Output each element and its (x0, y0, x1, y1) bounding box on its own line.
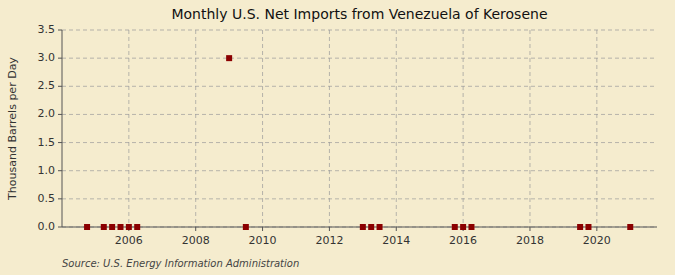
point (117, 224, 123, 230)
tick-mark (262, 227, 263, 231)
tick-label: 2018 (516, 234, 544, 247)
grid-line (62, 58, 657, 59)
point (377, 224, 383, 230)
point (84, 224, 90, 230)
tick-label: 0.0 (38, 220, 56, 233)
point (126, 224, 132, 230)
point (226, 55, 232, 61)
grid-line (128, 30, 129, 227)
point (101, 224, 107, 230)
x-axis-line (62, 227, 657, 228)
tick-label: 2.5 (38, 79, 56, 92)
grid-line (463, 30, 464, 227)
tick-label: 2.0 (38, 107, 56, 120)
point (460, 224, 466, 230)
tick-label: 1.5 (38, 136, 56, 149)
grid-line (62, 198, 657, 199)
grid-line (262, 30, 263, 227)
tick-label: 2012 (315, 234, 343, 247)
chart-container: 0.0 0.5 1.0 1.5 2.0 2.5 3.0 3.5 2006 2008 2010 2012… (0, 0, 675, 275)
grid-line (62, 142, 657, 143)
grid (62, 30, 657, 227)
y-axis-label: Thousand Barrels per Day (6, 57, 19, 201)
point (109, 224, 115, 230)
grid-line (62, 114, 657, 115)
source: Source: U.S. Energy Information Administ… (62, 258, 299, 269)
grid-line (596, 30, 597, 227)
tick-mark (596, 227, 597, 231)
grid-line (62, 227, 657, 228)
grid-line (62, 86, 657, 87)
point (468, 224, 474, 230)
background (0, 0, 675, 275)
point (243, 224, 249, 230)
title: Monthly U.S. Net Imports from Venezuela … (171, 6, 547, 22)
grid-line (329, 30, 330, 227)
tick-mark (58, 30, 62, 31)
tick-label: 2006 (115, 234, 143, 247)
tick-mark (396, 227, 397, 231)
tick-mark (58, 170, 62, 171)
tick-label: 1.0 (38, 164, 56, 177)
point (585, 224, 591, 230)
point (452, 224, 458, 230)
tick-mark (58, 142, 62, 143)
tick-label: 2010 (249, 234, 277, 247)
tick-mark (58, 227, 62, 228)
grid-line (195, 30, 196, 227)
tick-label: 2008 (182, 234, 210, 247)
tick-label: 2014 (382, 234, 410, 247)
y-axis-line (62, 30, 63, 227)
points (84, 55, 633, 230)
grid-line (396, 30, 397, 227)
point (627, 224, 633, 230)
tick-mark (58, 198, 62, 199)
grid-line (62, 170, 657, 171)
tick-label: 3.5 (38, 23, 56, 36)
tick-mark (329, 227, 330, 231)
grid-line (62, 30, 657, 31)
point (368, 224, 374, 230)
tick-label: 3.0 (38, 51, 56, 64)
tick-mark (529, 227, 530, 231)
tick-mark (195, 227, 196, 231)
grid-line (529, 30, 530, 227)
tick-label: 0.5 (38, 192, 56, 205)
axes: 0.0 0.5 1.0 1.5 2.0 2.5 3.0 3.5 2006 2008 2010 2012… (38, 23, 658, 247)
point (577, 224, 583, 230)
tick-mark (58, 86, 62, 87)
tick-label: 2016 (449, 234, 477, 247)
point (360, 224, 366, 230)
point (134, 224, 140, 230)
tick-label: 2020 (583, 234, 611, 247)
chart: 0.0 0.5 1.0 1.5 2.0 2.5 3.0 3.5 2006 2008 2010 2012… (0, 0, 675, 275)
tick-mark (58, 114, 62, 115)
tick-mark (58, 58, 62, 59)
